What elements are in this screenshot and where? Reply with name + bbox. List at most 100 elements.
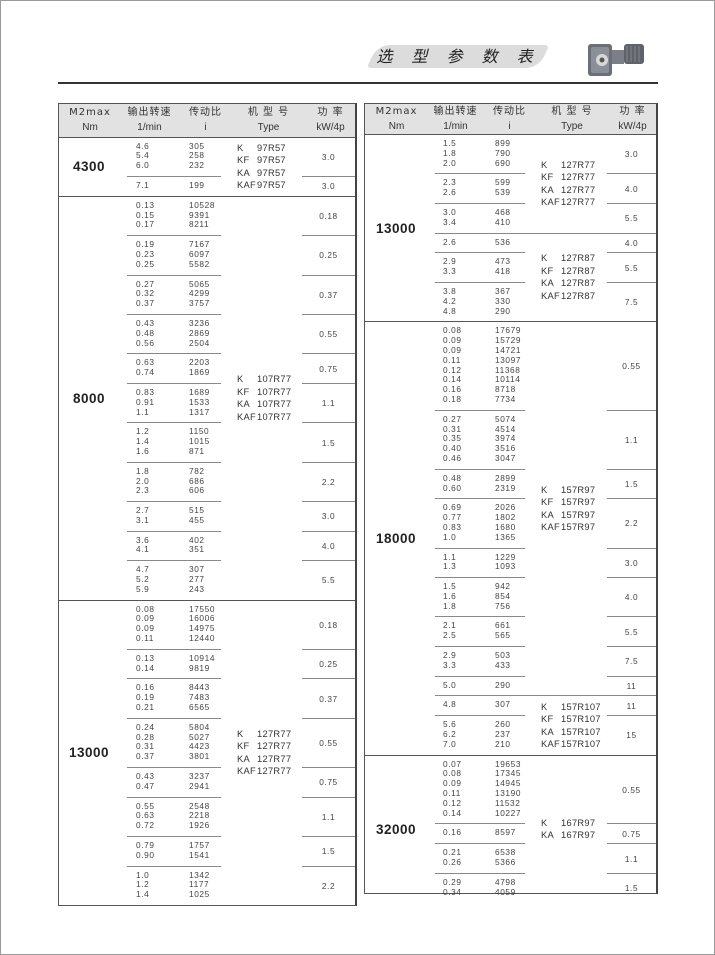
torque-block: 13000 1.5 1.8 2.0 899 790 690 3.0 2.3 2.6 599 539 4.… (365, 135, 656, 321)
type-model-code: 167R97 (561, 830, 596, 841)
ratio: 1342 (189, 869, 210, 880)
type-model: KF 157R97 (541, 496, 607, 509)
speed-list: 0.21 0.26 (443, 847, 495, 868)
output-speed: 0.69 (443, 502, 462, 513)
output-speed: 1.5 (443, 138, 457, 148)
ratio: 8211 (189, 219, 210, 230)
ratio: 5027 (189, 731, 210, 742)
ratio: 10914 (189, 652, 216, 663)
output-speed: 2.9 (443, 256, 457, 267)
output-speed: 0.37 (136, 751, 155, 762)
output-speed: 0.34 (443, 886, 462, 897)
table-header: M2max Nm 输出转速 1/min 传动比 i 机 型 号 Type 功 率 kW/4p (59, 104, 355, 138)
output-speed: 4.6 (136, 140, 150, 151)
speed-ratio-cell: 3.6 4.1 402 351 (127, 530, 221, 561)
output-speed: 0.14 (443, 807, 462, 818)
ratio: 19653 (495, 758, 522, 769)
speed-list: 7.1 (136, 180, 189, 191)
output-speed: 4.8 (443, 699, 457, 710)
ratio-list: 290 (495, 680, 511, 691)
type-group: 2.6 536 4.0 2.9 3.3 473 418 5.5 3.8 4.2 4.8 367 330 2… (435, 232, 656, 322)
type-group: 0.08 0.09 0.09 0.11 0.12 0.14 0.16 0.18 17679 157… (435, 322, 656, 695)
header-power-unit: kW/4p (618, 121, 647, 132)
type-model-code: 127R87 (561, 265, 596, 276)
header-ratio-unit: i (508, 121, 511, 132)
type-prefix: KAF (541, 522, 560, 533)
type-model-code: 157R97 (561, 484, 596, 495)
header-speed-label: 输出转速 (433, 106, 478, 117)
table-header: M2max Nm 输出转速 1/min 传动比 i 机 型 号 Type 功 率 kW/4p (365, 104, 656, 135)
header-speed-unit: 1/min (443, 121, 468, 132)
output-speed: 0.43 (136, 771, 155, 782)
ratio: 1533 (189, 396, 210, 407)
type-model-code: 127R77 (257, 741, 292, 752)
type-model-code: 127R77 (561, 172, 596, 183)
power-cell: 0.75 (302, 353, 355, 383)
ratio: 3236 (189, 317, 210, 328)
type-model-code: 157R107 (561, 701, 601, 712)
type-model: K 127R87 (541, 252, 607, 265)
ratio: 1926 (189, 820, 210, 831)
power-cell: 1.1 (607, 409, 656, 469)
output-speed: 0.09 (443, 344, 462, 355)
output-speed: 1.8 (136, 465, 150, 476)
output-speed: 1.1 (443, 551, 457, 562)
output-speed: 0.15 (136, 209, 155, 220)
ratio-list: 402 351 (189, 535, 205, 556)
type-groups: 0.13 0.15 0.17 10528 9391 8211 0.18 0.19 0.23 0.2… (119, 197, 355, 600)
ratio-list: 4798 4059 (495, 877, 516, 898)
ratio: 7167 (189, 239, 210, 250)
ratio-list: 536 (495, 237, 511, 248)
type-model: KAF127R77 (237, 765, 302, 778)
speed-ratio-cell: 0.24 0.28 0.31 0.37 5804 5027 4423 3801 (127, 717, 221, 767)
speed-list: 2.3 2.6 (443, 178, 495, 198)
speed-ratio-cell: 5.0 290 (435, 675, 525, 696)
output-speed: 3.0 (443, 206, 457, 217)
output-speed: 0.11 (443, 354, 461, 365)
power-cell: 3.0 (302, 501, 355, 531)
speed-ratio-cell: 1.5 1.8 2.0 899 790 690 (435, 135, 525, 173)
output-speed: 4.8 (443, 305, 457, 316)
output-speed: 7.0 (443, 738, 457, 749)
header-power-label: 功 率 (619, 106, 646, 117)
torque-block: 32000 0.07 0.08 0.09 0.11 0.12 0.14 19653 17345 1… (365, 754, 656, 903)
speed-list: 0.83 0.91 1.1 (136, 386, 189, 417)
output-speed: 0.83 (136, 386, 155, 397)
ratio: 515 (189, 505, 205, 516)
speed-ratio-cell: 5.6 6.2 7.0 260 237 210 (435, 715, 525, 754)
output-speed: 2.3 (443, 177, 457, 188)
output-speed: 2.0 (136, 475, 150, 486)
speed-ratio-cell: 1.5 1.6 1.8 942 854 756 (435, 577, 525, 616)
ratio: 6097 (189, 248, 210, 259)
output-speed: 5.4 (136, 150, 150, 161)
output-speed: 0.18 (443, 393, 462, 404)
type-prefix: KF (541, 172, 554, 183)
ratio-list: 2026 1802 1680 1365 (495, 503, 516, 542)
type-prefix: KAF (541, 739, 560, 750)
output-speed: 0.55 (136, 800, 155, 811)
ratio: 4299 (189, 288, 210, 299)
ratio-list: 367 330 290 (495, 286, 511, 316)
type-model: K 97R57 (237, 142, 302, 155)
ratio-list: 8443 7483 6565 (189, 683, 210, 712)
torque-value: 13000 (375, 220, 417, 236)
power-cell: 0.55 (622, 784, 641, 795)
type-model: K 127R77 (541, 159, 607, 172)
torque-value: 18000 (375, 531, 417, 546)
speed-list: 1.2 1.4 1.6 (136, 427, 189, 456)
type-model-code: 127R77 (561, 184, 596, 195)
type-prefix: K (237, 142, 244, 153)
ratio: 455 (189, 514, 205, 525)
ratio: 1541 (189, 849, 210, 860)
type-model-code: 157R97 (561, 522, 596, 533)
ratio: 11368 (495, 364, 521, 375)
output-speed: 2.6 (443, 187, 457, 198)
header-power: 功 率 kW/4p (608, 104, 657, 134)
ratio-list: 2548 2218 1926 (189, 801, 210, 831)
output-speed: 3.8 (443, 285, 457, 296)
type-cell: K 127R77 KF 127R77 KA 127R77 KAF127R77 (535, 135, 607, 233)
power-cell: 7.5 (607, 646, 656, 676)
selection-table-right: M2max Nm 输出转速 1/min 传动比 i 机 型 号 Type 功 率 kW/4p 130… (364, 103, 658, 896)
type-model-code: 157R107 (561, 739, 601, 750)
type-model: KA 167R97 (541, 829, 607, 842)
